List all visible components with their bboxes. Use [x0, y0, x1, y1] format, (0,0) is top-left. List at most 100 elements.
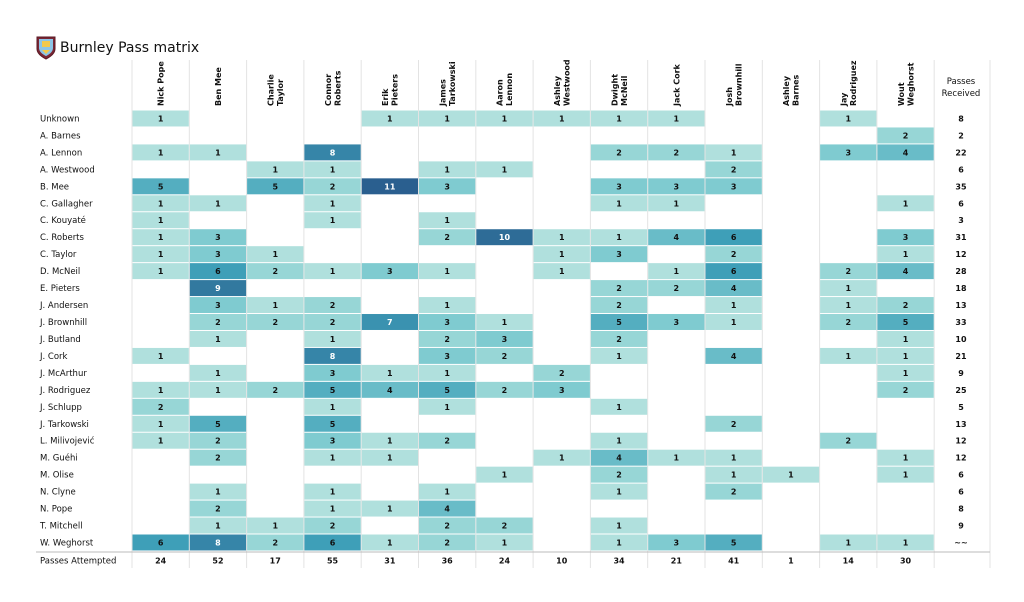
cell-value: 3	[674, 318, 680, 327]
heat-cell	[820, 263, 877, 280]
heat-cell	[247, 534, 304, 551]
cell-value: 2	[616, 284, 622, 293]
heat-cell	[419, 314, 476, 330]
cell-value: 1	[215, 522, 221, 531]
heat-cell	[820, 432, 877, 449]
cell-value: 2	[502, 352, 508, 361]
heat-cell	[189, 330, 247, 347]
heat-cell	[304, 347, 361, 364]
passes-received-header: Passes	[947, 77, 976, 87]
heat-cell	[247, 263, 304, 280]
row-total: 10	[955, 335, 967, 344]
column-header-2: Ben Mee	[214, 67, 223, 106]
heat-cell	[419, 534, 476, 551]
cell-value: 2	[444, 522, 450, 531]
passes-attempted-value: 36	[442, 556, 454, 565]
cell-value: 1	[272, 522, 278, 531]
cell-value: 2	[272, 318, 278, 327]
heat-cell	[877, 534, 934, 551]
column-header-10: Jack Cork	[672, 63, 681, 107]
passes-attempted-value: 24	[499, 556, 511, 565]
cell-value: 1	[616, 488, 622, 497]
heat-cell	[648, 229, 705, 246]
heat-cell	[533, 110, 590, 127]
heat-cell	[304, 263, 361, 280]
cell-value: 2	[674, 148, 680, 157]
heat-cell	[533, 364, 590, 381]
heat-cell	[533, 449, 590, 466]
passes-attempted-value: 17	[270, 556, 281, 565]
cell-value: 7	[387, 318, 393, 327]
cell-value: 8	[330, 352, 336, 361]
heat-cell	[361, 534, 418, 551]
cell-value: 2	[731, 165, 737, 174]
heat-cell	[877, 314, 934, 330]
row-total: 9	[958, 522, 964, 531]
heat-cell	[648, 449, 705, 466]
row-label: J. Tarkowski	[39, 420, 89, 430]
heat-cell	[820, 314, 877, 330]
cell-value: 1	[903, 352, 909, 361]
cell-value: 3	[674, 182, 680, 191]
row-total: 28	[955, 267, 967, 276]
cell-value: 1	[330, 505, 336, 514]
cell-value: 1	[158, 216, 164, 225]
heat-cell	[705, 466, 762, 483]
cell-value: 2	[215, 454, 221, 463]
cell-value: 1	[387, 437, 393, 446]
cell-value: 1	[903, 250, 909, 259]
heat-cell	[361, 110, 418, 127]
heat-cell	[189, 449, 247, 466]
cell-value: 1	[330, 267, 336, 276]
heat-cell	[304, 500, 361, 517]
row-label: D. McNeil	[40, 267, 80, 277]
cell-value: 4	[387, 386, 393, 395]
row-total: 6	[958, 165, 964, 174]
cell-value: 1	[616, 352, 622, 361]
heat-cell	[419, 500, 476, 517]
heat-cell	[877, 330, 934, 347]
cell-value: 2	[845, 267, 851, 276]
heat-cell	[705, 415, 762, 432]
heat-cell	[590, 280, 648, 297]
cell-value: 1	[272, 301, 278, 310]
row-label: T. Mitchell	[39, 522, 83, 532]
cell-value: 5	[215, 420, 221, 429]
cell-value: 2	[330, 182, 336, 191]
row-label: J. McArthur	[39, 369, 87, 379]
row-label: A. Lennon	[40, 148, 82, 158]
cell-value: 1	[616, 403, 622, 412]
heat-cell	[705, 534, 762, 551]
heat-cell	[820, 144, 877, 161]
column-header-9: DwightMcNeil	[610, 74, 629, 106]
cell-value: 1	[158, 352, 164, 361]
cell-value: 1	[330, 335, 336, 344]
heat-cell	[648, 144, 705, 161]
cell-value: 1	[444, 488, 450, 497]
heat-cell	[705, 314, 762, 330]
cell-value: 1	[330, 488, 336, 497]
heat-cell	[419, 330, 476, 347]
cell-value: 1	[559, 454, 565, 463]
heat-cell	[533, 246, 590, 263]
cell-value: 1	[387, 505, 393, 514]
heat-cell	[533, 381, 590, 398]
cell-value: 2	[330, 301, 336, 310]
cell-value: 2	[330, 318, 336, 327]
cell-value: 2	[616, 471, 622, 480]
column-header-11: JoshBrownhill	[725, 63, 744, 107]
cell-value: 1	[731, 471, 737, 480]
heat-cell	[247, 314, 304, 330]
cell-value: 1	[731, 318, 737, 327]
row-total: 2	[958, 131, 964, 140]
cell-value: 2	[903, 301, 909, 310]
heat-cell	[877, 297, 934, 314]
column-header-1: Nick Pope	[157, 61, 166, 106]
burnley-crest-icon	[36, 36, 56, 60]
heat-cell	[419, 297, 476, 314]
cell-value: 3	[674, 538, 680, 547]
heat-cell	[648, 263, 705, 280]
heat-cell	[705, 229, 762, 246]
cell-value: 1	[502, 165, 508, 174]
cell-value: 1	[903, 471, 909, 480]
